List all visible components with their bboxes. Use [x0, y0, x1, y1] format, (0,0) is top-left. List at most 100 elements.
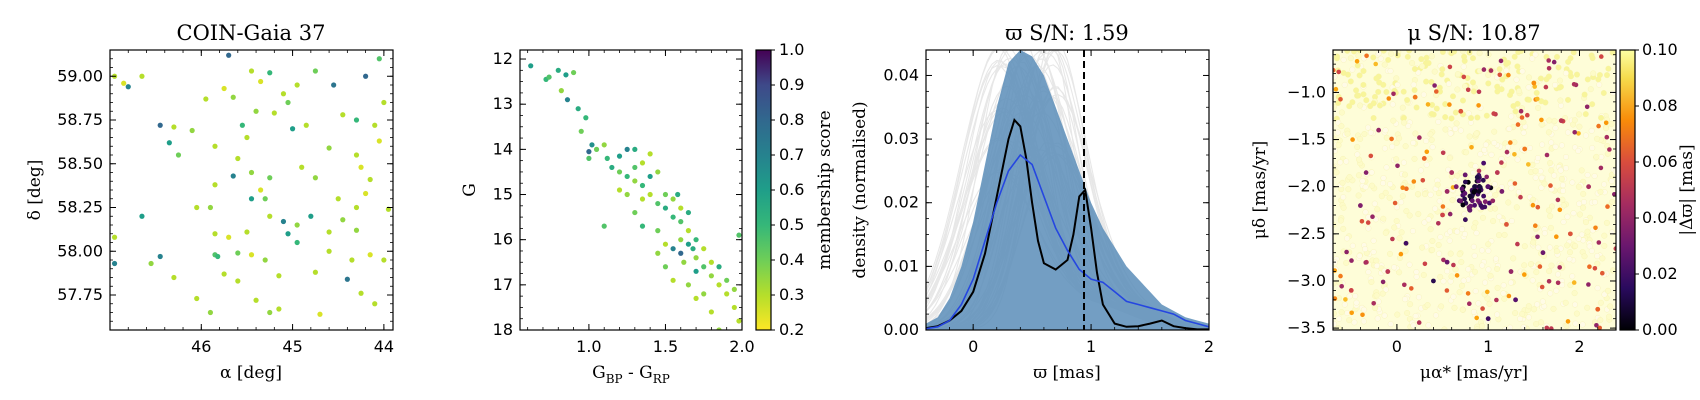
data-point: [670, 196, 676, 202]
field-star: [1436, 221, 1441, 226]
background-star: [1386, 194, 1393, 201]
background-star: [1413, 269, 1420, 275]
data-point: [262, 257, 268, 263]
data-point: [1508, 269, 1514, 274]
field-star: [1612, 192, 1616, 197]
background-star: [1562, 70, 1569, 77]
data-point: [194, 295, 200, 302]
background-star: [1389, 143, 1396, 150]
y-tick-label: 0.00: [883, 320, 919, 339]
background-star: [1545, 73, 1552, 80]
colorbar-tick-label: 1.0: [779, 40, 804, 59]
background-star: [1492, 205, 1498, 212]
background-star: [1446, 155, 1453, 161]
background-star: [1451, 304, 1458, 311]
data-point: [1499, 189, 1505, 194]
background-star: [1333, 55, 1340, 62]
background-star: [1470, 88, 1477, 95]
field-star: [1555, 197, 1561, 203]
background-star: [1420, 91, 1427, 98]
field-star: [1370, 214, 1375, 219]
y-tick-label: 15: [493, 185, 513, 204]
background-star: [1454, 71, 1461, 78]
data-point: [258, 187, 264, 193]
data-point: [670, 214, 676, 220]
field-star: [1476, 168, 1482, 174]
data-point: [662, 205, 669, 211]
y-tick-label: −3.0: [1287, 271, 1326, 290]
data-point: [230, 173, 236, 179]
background-star: [1394, 311, 1401, 318]
x-tick-label: 2.0: [729, 337, 754, 356]
background-star: [1410, 139, 1417, 146]
background-star: [1546, 117, 1553, 124]
background-star: [1529, 55, 1536, 62]
background-star: [1427, 191, 1434, 198]
background-star: [1411, 155, 1418, 162]
data-point: [340, 112, 346, 118]
background-star: [1411, 87, 1418, 94]
background-star: [1505, 199, 1512, 206]
data-point: [693, 255, 699, 261]
data-point: [194, 204, 200, 211]
background-star: [1547, 224, 1554, 231]
data-point: [253, 108, 259, 114]
background-star: [1360, 91, 1367, 98]
background-star: [1508, 185, 1515, 192]
background-star: [1517, 315, 1524, 322]
field-star: [1515, 122, 1521, 127]
field-star: [1476, 103, 1481, 108]
data-point: [326, 229, 332, 235]
y-tick-label: 12: [493, 49, 513, 68]
background-star: [1380, 215, 1387, 222]
background-star: [1494, 284, 1501, 291]
colorbar-tick-label: 0.8: [779, 110, 804, 129]
background-star: [1502, 326, 1509, 330]
y-tick-label: 13: [493, 94, 513, 113]
x-tick-label: 1.5: [653, 337, 678, 356]
background-star: [1591, 173, 1598, 179]
data-point: [1431, 278, 1436, 284]
data-point: [262, 196, 268, 202]
panel3-xlabel: ϖ [mas]: [1033, 363, 1101, 383]
background-star: [1338, 309, 1345, 316]
field-star: [1499, 160, 1504, 165]
field-star: [1596, 123, 1601, 129]
background-star: [1541, 180, 1548, 187]
background-star: [1575, 183, 1582, 190]
data-point: [271, 110, 277, 116]
background-star: [1557, 83, 1564, 90]
background-star: [1483, 112, 1490, 119]
data-point: [276, 273, 282, 279]
data-point: [1444, 189, 1450, 194]
background-star: [1335, 142, 1342, 149]
background-star: [1360, 68, 1367, 74]
background-star: [1425, 322, 1432, 329]
background-star: [1521, 243, 1528, 250]
background-star: [1373, 262, 1380, 269]
data-point: [212, 143, 218, 149]
background-star: [1576, 123, 1583, 130]
background-star: [1609, 198, 1616, 205]
background-star: [1404, 53, 1411, 60]
field-star: [1386, 96, 1392, 101]
y-tick-label: 18: [493, 320, 513, 339]
field-star: [1551, 59, 1557, 65]
cluster-star: [1482, 204, 1488, 210]
field-star: [1554, 234, 1559, 239]
background-star: [1421, 219, 1428, 226]
background-star: [1459, 226, 1466, 233]
background-star: [1428, 110, 1435, 117]
background-star: [1481, 146, 1488, 153]
background-star: [1494, 265, 1501, 272]
background-star: [1593, 153, 1600, 160]
field-star: [1395, 163, 1400, 169]
panel4-colorbar-label: |Δϖ| [mas]: [1677, 144, 1697, 235]
data-point: [716, 282, 722, 288]
background-star: [1485, 71, 1492, 78]
background-star: [1454, 228, 1461, 235]
background-star: [1351, 319, 1358, 326]
background-star: [1569, 179, 1576, 186]
background-star: [1431, 68, 1438, 75]
field-star: [1488, 68, 1494, 73]
